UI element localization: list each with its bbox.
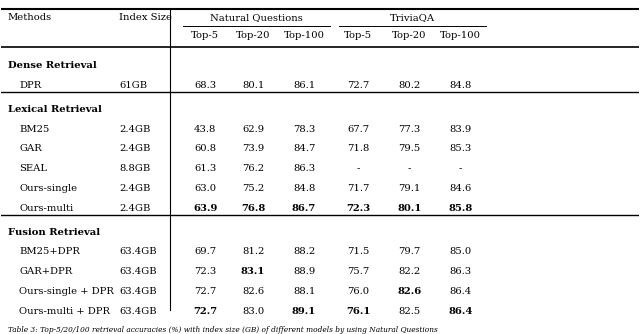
Text: 69.7: 69.7 bbox=[194, 247, 216, 256]
Text: 76.8: 76.8 bbox=[241, 204, 265, 213]
Text: 73.9: 73.9 bbox=[242, 144, 264, 153]
Text: GAR+DPR: GAR+DPR bbox=[19, 267, 72, 276]
Text: 82.6: 82.6 bbox=[242, 287, 264, 296]
Text: 80.1: 80.1 bbox=[242, 81, 264, 90]
Text: 76.2: 76.2 bbox=[242, 164, 264, 173]
Text: -: - bbox=[458, 164, 462, 173]
Text: Ours-single: Ours-single bbox=[19, 184, 77, 193]
Text: Natural Questions: Natural Questions bbox=[210, 13, 303, 22]
Text: SEAL: SEAL bbox=[19, 164, 47, 173]
Text: Ours-single + DPR: Ours-single + DPR bbox=[19, 287, 114, 296]
Text: 75.2: 75.2 bbox=[242, 184, 264, 193]
Text: Top-20: Top-20 bbox=[236, 31, 270, 40]
Text: 86.3: 86.3 bbox=[449, 267, 471, 276]
Text: 2.4GB: 2.4GB bbox=[119, 125, 150, 134]
Text: 2.4GB: 2.4GB bbox=[119, 204, 150, 213]
Text: Fusion Retrieval: Fusion Retrieval bbox=[8, 227, 100, 236]
Text: Ours-multi: Ours-multi bbox=[19, 204, 74, 213]
Text: 78.3: 78.3 bbox=[293, 125, 315, 134]
Text: 63.4GB: 63.4GB bbox=[119, 267, 157, 276]
Text: 79.1: 79.1 bbox=[398, 184, 420, 193]
Text: Top-20: Top-20 bbox=[392, 31, 426, 40]
Text: 82.5: 82.5 bbox=[398, 307, 420, 316]
Text: 89.1: 89.1 bbox=[292, 307, 316, 316]
Text: Lexical Retrieval: Lexical Retrieval bbox=[8, 105, 102, 114]
Text: BM25: BM25 bbox=[19, 125, 50, 134]
Text: 84.8: 84.8 bbox=[449, 81, 472, 90]
Text: Top-5: Top-5 bbox=[191, 31, 220, 40]
Text: BM25+DPR: BM25+DPR bbox=[19, 247, 80, 256]
Text: 83.9: 83.9 bbox=[449, 125, 471, 134]
Text: 86.3: 86.3 bbox=[293, 164, 315, 173]
Text: 68.3: 68.3 bbox=[194, 81, 216, 90]
Text: 80.2: 80.2 bbox=[398, 81, 420, 90]
Text: TriviaQA: TriviaQA bbox=[390, 13, 435, 22]
Text: 85.8: 85.8 bbox=[448, 204, 472, 213]
Text: 85.0: 85.0 bbox=[449, 247, 471, 256]
Text: 82.6: 82.6 bbox=[397, 287, 421, 296]
Text: 2.4GB: 2.4GB bbox=[119, 144, 150, 153]
Text: 72.3: 72.3 bbox=[346, 204, 371, 213]
Text: 8.8GB: 8.8GB bbox=[119, 164, 150, 173]
Text: Top-100: Top-100 bbox=[284, 31, 324, 40]
Text: Top-5: Top-5 bbox=[344, 31, 372, 40]
Text: DPR: DPR bbox=[19, 81, 42, 90]
Text: Methods: Methods bbox=[8, 13, 52, 22]
Text: 61.3: 61.3 bbox=[194, 164, 216, 173]
Text: Dense Retrieval: Dense Retrieval bbox=[8, 61, 97, 70]
Text: 63.4GB: 63.4GB bbox=[119, 307, 157, 316]
Text: 80.1: 80.1 bbox=[397, 204, 421, 213]
Text: 81.2: 81.2 bbox=[242, 247, 264, 256]
Text: 67.7: 67.7 bbox=[347, 125, 369, 134]
Text: 71.8: 71.8 bbox=[347, 144, 369, 153]
Text: 79.5: 79.5 bbox=[398, 144, 420, 153]
Text: 62.9: 62.9 bbox=[242, 125, 264, 134]
Text: GAR: GAR bbox=[19, 144, 42, 153]
Text: 86.4: 86.4 bbox=[448, 307, 472, 316]
Text: 88.9: 88.9 bbox=[293, 267, 315, 276]
Text: -: - bbox=[356, 164, 360, 173]
Text: 2.4GB: 2.4GB bbox=[119, 184, 150, 193]
Text: 60.8: 60.8 bbox=[194, 144, 216, 153]
Text: 72.3: 72.3 bbox=[194, 267, 216, 276]
Text: 88.1: 88.1 bbox=[293, 287, 316, 296]
Text: 63.4GB: 63.4GB bbox=[119, 287, 157, 296]
Text: 72.7: 72.7 bbox=[194, 287, 216, 296]
Text: 83.1: 83.1 bbox=[241, 267, 265, 276]
Text: -: - bbox=[408, 164, 411, 173]
Text: 86.7: 86.7 bbox=[292, 204, 316, 213]
Text: 71.7: 71.7 bbox=[347, 184, 369, 193]
Text: 63.4GB: 63.4GB bbox=[119, 247, 157, 256]
Text: 75.7: 75.7 bbox=[347, 267, 369, 276]
Text: Ours-multi + DPR: Ours-multi + DPR bbox=[19, 307, 110, 316]
Text: 83.0: 83.0 bbox=[242, 307, 264, 316]
Text: 77.3: 77.3 bbox=[398, 125, 420, 134]
Text: 76.1: 76.1 bbox=[346, 307, 371, 316]
Text: 63.0: 63.0 bbox=[194, 184, 216, 193]
Text: 88.2: 88.2 bbox=[293, 247, 315, 256]
Text: 72.7: 72.7 bbox=[347, 81, 369, 90]
Text: Index Size: Index Size bbox=[119, 13, 172, 22]
Text: 76.0: 76.0 bbox=[347, 287, 369, 296]
Text: Table 3: Top-5/20/100 retrieval accuracies (%) with index size (GB) of different: Table 3: Top-5/20/100 retrieval accuraci… bbox=[8, 326, 438, 334]
Text: 82.2: 82.2 bbox=[398, 267, 420, 276]
Text: 43.8: 43.8 bbox=[194, 125, 216, 134]
Text: 79.7: 79.7 bbox=[398, 247, 420, 256]
Text: 86.1: 86.1 bbox=[293, 81, 315, 90]
Text: 72.7: 72.7 bbox=[193, 307, 218, 316]
Text: 84.7: 84.7 bbox=[293, 144, 316, 153]
Text: 84.6: 84.6 bbox=[449, 184, 471, 193]
Text: 71.5: 71.5 bbox=[347, 247, 369, 256]
Text: Top-100: Top-100 bbox=[440, 31, 481, 40]
Text: 63.9: 63.9 bbox=[193, 204, 218, 213]
Text: 86.4: 86.4 bbox=[449, 287, 471, 296]
Text: 61GB: 61GB bbox=[119, 81, 147, 90]
Text: 85.3: 85.3 bbox=[449, 144, 471, 153]
Text: 84.8: 84.8 bbox=[293, 184, 316, 193]
